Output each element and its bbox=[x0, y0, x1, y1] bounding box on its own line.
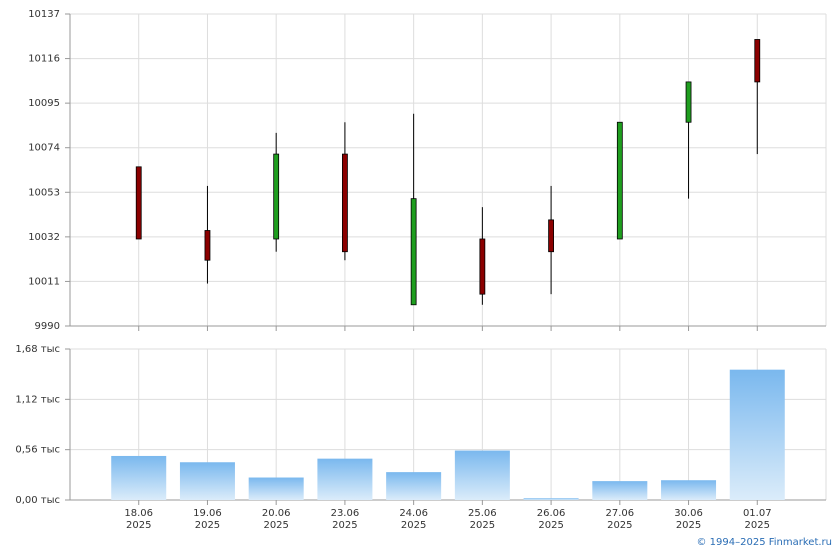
y-tick-label: 10116 bbox=[28, 54, 60, 65]
x-tick-label: 24.06 bbox=[399, 508, 428, 519]
x-tick-label: 30.06 bbox=[674, 508, 703, 519]
x-tick-label: 2025 bbox=[263, 520, 288, 531]
volume-bar bbox=[729, 369, 785, 500]
candle-body bbox=[273, 153, 280, 240]
volume-bar bbox=[523, 498, 579, 500]
volume-bar bbox=[592, 481, 648, 500]
y-tick-label: 1,12 тыс bbox=[15, 394, 60, 405]
x-tick-label: 2025 bbox=[332, 520, 357, 531]
x-tick-label: 18.06 bbox=[124, 508, 153, 519]
candle-body bbox=[616, 121, 623, 240]
volume-bar bbox=[454, 450, 510, 500]
y-tick-label: 10053 bbox=[28, 187, 60, 198]
volume-bar bbox=[317, 458, 373, 500]
x-tick-label: 2025 bbox=[401, 520, 426, 531]
volume-bar bbox=[179, 462, 235, 500]
x-tick-label: 01.07 bbox=[743, 508, 772, 519]
volume-bar bbox=[661, 480, 717, 500]
candle-body bbox=[342, 153, 348, 253]
y-tick-label: 9990 bbox=[35, 321, 60, 332]
x-tick-label: 27.06 bbox=[605, 508, 634, 519]
candle-body bbox=[479, 238, 486, 295]
x-tick-label: 2025 bbox=[470, 520, 495, 531]
candle-body bbox=[548, 219, 554, 253]
x-tick-label: 25.06 bbox=[468, 508, 497, 519]
footer[interactable]: © 1994–2025 Finmarket.ru bbox=[696, 537, 832, 548]
candle-body bbox=[135, 166, 142, 240]
x-tick-label: 2025 bbox=[676, 520, 701, 531]
candle-body bbox=[685, 81, 692, 123]
y-tick-label: 10095 bbox=[28, 98, 60, 109]
candle-body bbox=[410, 198, 417, 306]
x-tick-label: 2025 bbox=[607, 520, 632, 531]
x-tick-label: 26.06 bbox=[537, 508, 566, 519]
x-tick-label: 2025 bbox=[745, 520, 770, 531]
x-tick-label: 2025 bbox=[538, 520, 563, 531]
x-tick-label: 2025 bbox=[126, 520, 151, 531]
y-tick-label: 10011 bbox=[28, 276, 60, 287]
candle-body bbox=[204, 230, 211, 261]
x-tick-label: 20.06 bbox=[262, 508, 291, 519]
x-tick-label: 23.06 bbox=[331, 508, 360, 519]
y-tick-label: 10032 bbox=[28, 232, 60, 243]
y-tick-label: 10074 bbox=[28, 143, 60, 154]
x-tick-label: 19.06 bbox=[193, 508, 222, 519]
y-tick-label: 1,68 тыс bbox=[15, 344, 60, 355]
volume-bar bbox=[248, 477, 304, 500]
candle-body bbox=[754, 39, 761, 83]
volume-bar bbox=[111, 455, 167, 500]
y-tick-label: 10137 bbox=[28, 9, 60, 20]
y-tick-label: 0,00 тыс bbox=[15, 495, 60, 506]
x-tick-label: 2025 bbox=[195, 520, 220, 531]
volume-bar bbox=[386, 472, 442, 500]
y-tick-label: 0,56 тыс bbox=[15, 445, 60, 456]
